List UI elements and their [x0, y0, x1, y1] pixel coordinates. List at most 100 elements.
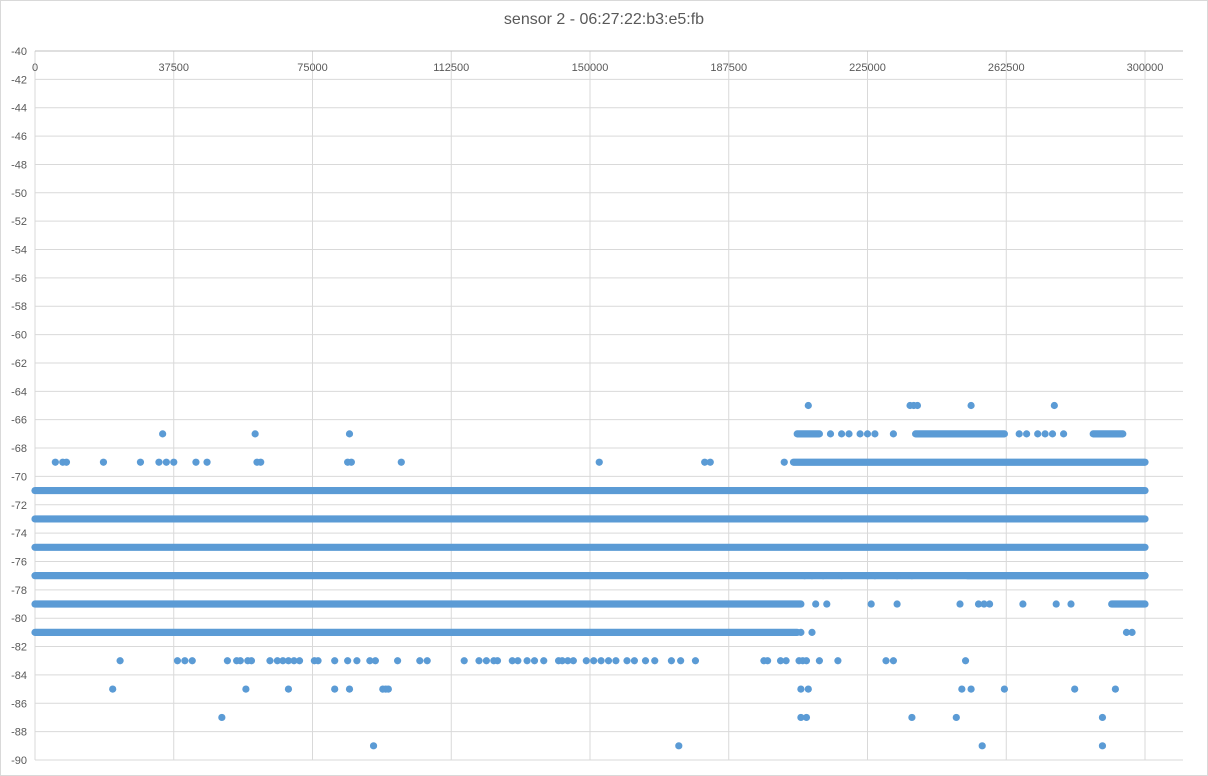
- data-point: [641, 657, 650, 665]
- y-tick-label: -82: [11, 642, 27, 654]
- data-point: [834, 657, 842, 665]
- y-tick-label: -48: [11, 159, 27, 171]
- data-point: [162, 458, 170, 466]
- data-point: [863, 572, 872, 580]
- data-point: [797, 685, 805, 693]
- data-point: [845, 430, 853, 438]
- y-tick-label: -56: [11, 273, 27, 285]
- data-point: [667, 657, 676, 665]
- data-point: [344, 657, 352, 665]
- data-point: [802, 657, 811, 665]
- data-point: [823, 600, 831, 608]
- data-point: [978, 742, 986, 750]
- data-point: [331, 657, 339, 665]
- y-tick-label: -42: [11, 74, 27, 86]
- data-point: [345, 430, 354, 438]
- data-point: [251, 430, 259, 438]
- data-point: [590, 657, 598, 665]
- data-point: [863, 430, 872, 438]
- data-point: [804, 401, 812, 410]
- y-tick-label: -40: [11, 46, 27, 58]
- data-point: [838, 430, 846, 438]
- y-tick-label: -60: [11, 330, 27, 342]
- y-tick-label: -68: [11, 443, 27, 455]
- data-point: [630, 657, 639, 665]
- y-tick-label: -50: [11, 188, 27, 200]
- data-points: [31, 401, 1149, 750]
- data-point: [908, 572, 916, 580]
- data-point: [347, 458, 355, 466]
- data-point: [530, 657, 539, 665]
- gridlines: [34, 50, 1183, 761]
- y-tick-label: -78: [11, 585, 27, 597]
- data-point: [802, 713, 811, 722]
- data-point: [155, 458, 163, 466]
- data-point: [815, 657, 824, 665]
- data-point: [826, 430, 835, 438]
- data-point: [1019, 600, 1027, 608]
- data-point: [1098, 713, 1107, 722]
- data-point: [893, 600, 901, 608]
- data-point: [369, 742, 378, 750]
- y-tick-label: -80: [11, 613, 27, 625]
- x-tick-label: 112500: [433, 62, 469, 74]
- data-point: [819, 572, 827, 580]
- data-point: [394, 657, 402, 665]
- y-tick-label: -76: [11, 556, 27, 568]
- data-point: [967, 401, 975, 410]
- data-point: [958, 685, 966, 693]
- data-point: [482, 657, 490, 665]
- y-tick-label: -88: [11, 727, 27, 739]
- y-tick-label: -74: [11, 528, 27, 540]
- data-point: [218, 713, 226, 722]
- data-point: [952, 713, 960, 722]
- data-point: [295, 657, 304, 665]
- data-point: [279, 657, 287, 665]
- data-point: [247, 657, 256, 665]
- data-point: [967, 685, 975, 693]
- data-point: [236, 657, 244, 665]
- x-tick-label: 150000: [572, 62, 609, 74]
- data-point: [623, 657, 631, 665]
- data-point: [266, 657, 274, 665]
- data-point: [782, 657, 790, 665]
- data-point: [523, 657, 531, 665]
- data-point: [1050, 401, 1058, 410]
- data-point: [675, 742, 683, 750]
- data-point: [908, 713, 916, 722]
- data-point: [181, 657, 189, 665]
- data-point: [1060, 430, 1068, 438]
- data-point: [856, 430, 864, 438]
- data-point: [804, 685, 812, 693]
- x-tick-label: 187500: [710, 62, 747, 74]
- data-point: [475, 657, 483, 665]
- data-point: [558, 657, 566, 665]
- data-point: [508, 657, 516, 665]
- data-point: [460, 657, 468, 665]
- data-point: [569, 657, 577, 665]
- y-tick-label: -66: [11, 415, 27, 427]
- data-point: [871, 572, 879, 580]
- data-point: [706, 458, 714, 466]
- data-point: [808, 628, 816, 636]
- data-point: [1098, 742, 1107, 750]
- data-point: [188, 657, 196, 665]
- data-point: [776, 657, 785, 665]
- data-point: [882, 657, 890, 665]
- x-tick-label: 300000: [1127, 62, 1164, 74]
- data-point: [780, 458, 788, 466]
- data-point: [493, 657, 502, 665]
- data-point: [1111, 685, 1119, 693]
- data-point: [540, 657, 548, 665]
- data-point: [797, 628, 805, 636]
- data-point: [170, 458, 178, 466]
- data-point: [345, 685, 354, 693]
- y-tick-label: -90: [11, 755, 27, 767]
- x-tick-label: 37500: [158, 62, 189, 74]
- data-point: [62, 458, 71, 466]
- data-point: [314, 657, 322, 665]
- x-tick-label: 0: [32, 62, 38, 74]
- data-point: [1048, 430, 1057, 438]
- y-axis-ticks: -40 -42 -44 -46 -48 -50 -52 -54 -56 -58 -60 -62 -64 -…: [11, 46, 27, 767]
- data-point: [597, 657, 605, 665]
